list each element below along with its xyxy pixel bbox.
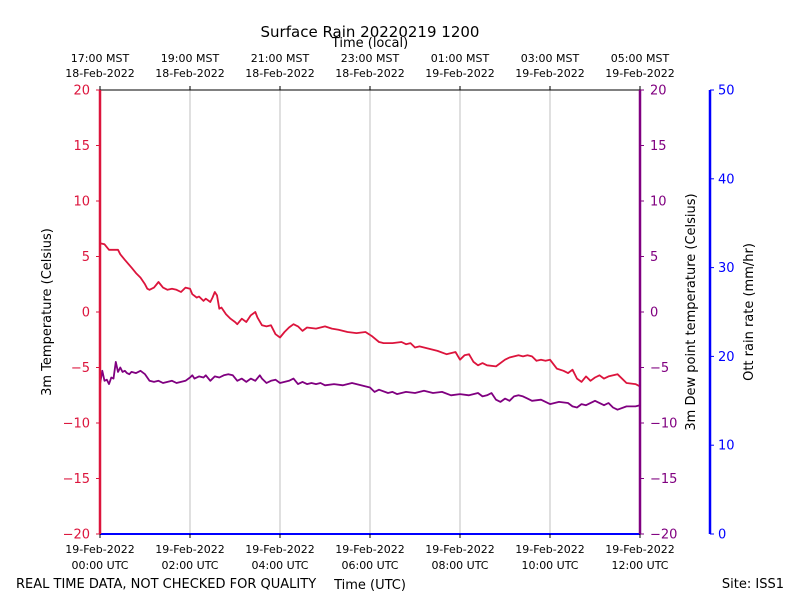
x-tick-local-time: 05:00 MST	[611, 52, 670, 65]
x-tick-local-time: 21:00 MST	[251, 52, 310, 65]
x-tick-utc-date: 19-Feb-2022	[245, 543, 314, 556]
y-tick-label-right: −20	[650, 528, 677, 543]
x-tick-utc-date: 19-Feb-2022	[65, 543, 134, 556]
y-tick-label-right: −5	[650, 361, 669, 376]
y-tick-label-right: 10	[650, 195, 667, 210]
rain-tick-label: 10	[718, 439, 735, 454]
temperature-line	[99, 242, 641, 388]
x-tick-utc-date: 19-Feb-2022	[155, 543, 224, 556]
rain-tick-label: 40	[718, 172, 735, 187]
dewpoint-line	[99, 360, 641, 411]
x-tick-utc-date: 19-Feb-2022	[515, 543, 584, 556]
x-tick-utc-time: 12:00 UTC	[611, 559, 668, 572]
x-tick-local-date: 18-Feb-2022	[65, 67, 134, 80]
x-tick-utc-time: 10:00 UTC	[521, 559, 578, 572]
rain-tick-label: 0	[718, 528, 726, 543]
x-tick-local-date: 19-Feb-2022	[425, 67, 494, 80]
x-tick-local-date: 19-Feb-2022	[605, 67, 674, 80]
x-tick-utc-date: 19-Feb-2022	[335, 543, 404, 556]
y-tick-label-right: 20	[650, 84, 667, 99]
x-tick-local-date: 18-Feb-2022	[155, 67, 224, 80]
x-tick-utc-time: 02:00 UTC	[161, 559, 218, 572]
y-axis-label-right: 3m Dew point temperature (Celsius)	[684, 193, 699, 430]
x-tick-utc-time: 06:00 UTC	[341, 559, 398, 572]
y-tick-label-right: 15	[650, 139, 667, 154]
x-axis-label: Time (UTC)	[333, 578, 406, 593]
rain-tick-label: 50	[718, 84, 735, 99]
series-lines	[99, 242, 641, 411]
y-tick-label-left: 15	[73, 139, 90, 154]
y-tick-label-left: 20	[73, 84, 90, 99]
grid-lines	[189, 90, 551, 534]
rain-tick-label: 30	[718, 261, 735, 276]
y-tick-label-left: 5	[82, 250, 90, 265]
y-tick-label-right: 0	[650, 306, 658, 321]
y-axis-label-rain: Ott rain rate (mm/hr)	[742, 243, 757, 381]
x-tick-local-time: 03:00 MST	[521, 52, 580, 65]
y-tick-label-left: −10	[63, 417, 90, 432]
y-tick-label-left: 0	[82, 306, 90, 321]
y-tick-label-left: −15	[63, 472, 90, 487]
y-tick-label-right: −15	[650, 472, 677, 487]
x-tick-local-date: 18-Feb-2022	[245, 67, 314, 80]
y-tick-label-left: −5	[71, 361, 90, 376]
x-tick-local-time: 01:00 MST	[431, 52, 490, 65]
x-tick-local-time: 19:00 MST	[161, 52, 220, 65]
x-tick-local-date: 18-Feb-2022	[335, 67, 404, 80]
x-tick-local-date: 19-Feb-2022	[515, 67, 584, 80]
y-tick-label-right: −10	[650, 417, 677, 432]
x-tick-utc-date: 19-Feb-2022	[425, 543, 494, 556]
quality-notice: REAL TIME DATA, NOT CHECKED FOR QUALITY	[16, 577, 316, 592]
y-tick-label-left: 10	[73, 195, 90, 210]
x-tick-utc-time: 04:00 UTC	[251, 559, 308, 572]
chart-title: Surface Rain 20220219 1200	[261, 23, 480, 41]
x-tick-utc-date: 19-Feb-2022	[605, 543, 674, 556]
y-tick-label-right: 5	[650, 250, 658, 265]
y-axis-label-left: 3m Temperature (Celsius)	[40, 228, 55, 396]
x-tick-local-time: 17:00 MST	[71, 52, 130, 65]
x-tick-local-time: 23:00 MST	[341, 52, 400, 65]
site-label: Site: ISS1	[722, 577, 784, 592]
top-axis-label: Time (local)	[331, 36, 408, 51]
x-tick-utc-time: 00:00 UTC	[71, 559, 128, 572]
x-tick-utc-time: 08:00 UTC	[431, 559, 488, 572]
y-tick-label-left: −20	[63, 528, 90, 543]
rain-tick-label: 20	[718, 350, 735, 365]
